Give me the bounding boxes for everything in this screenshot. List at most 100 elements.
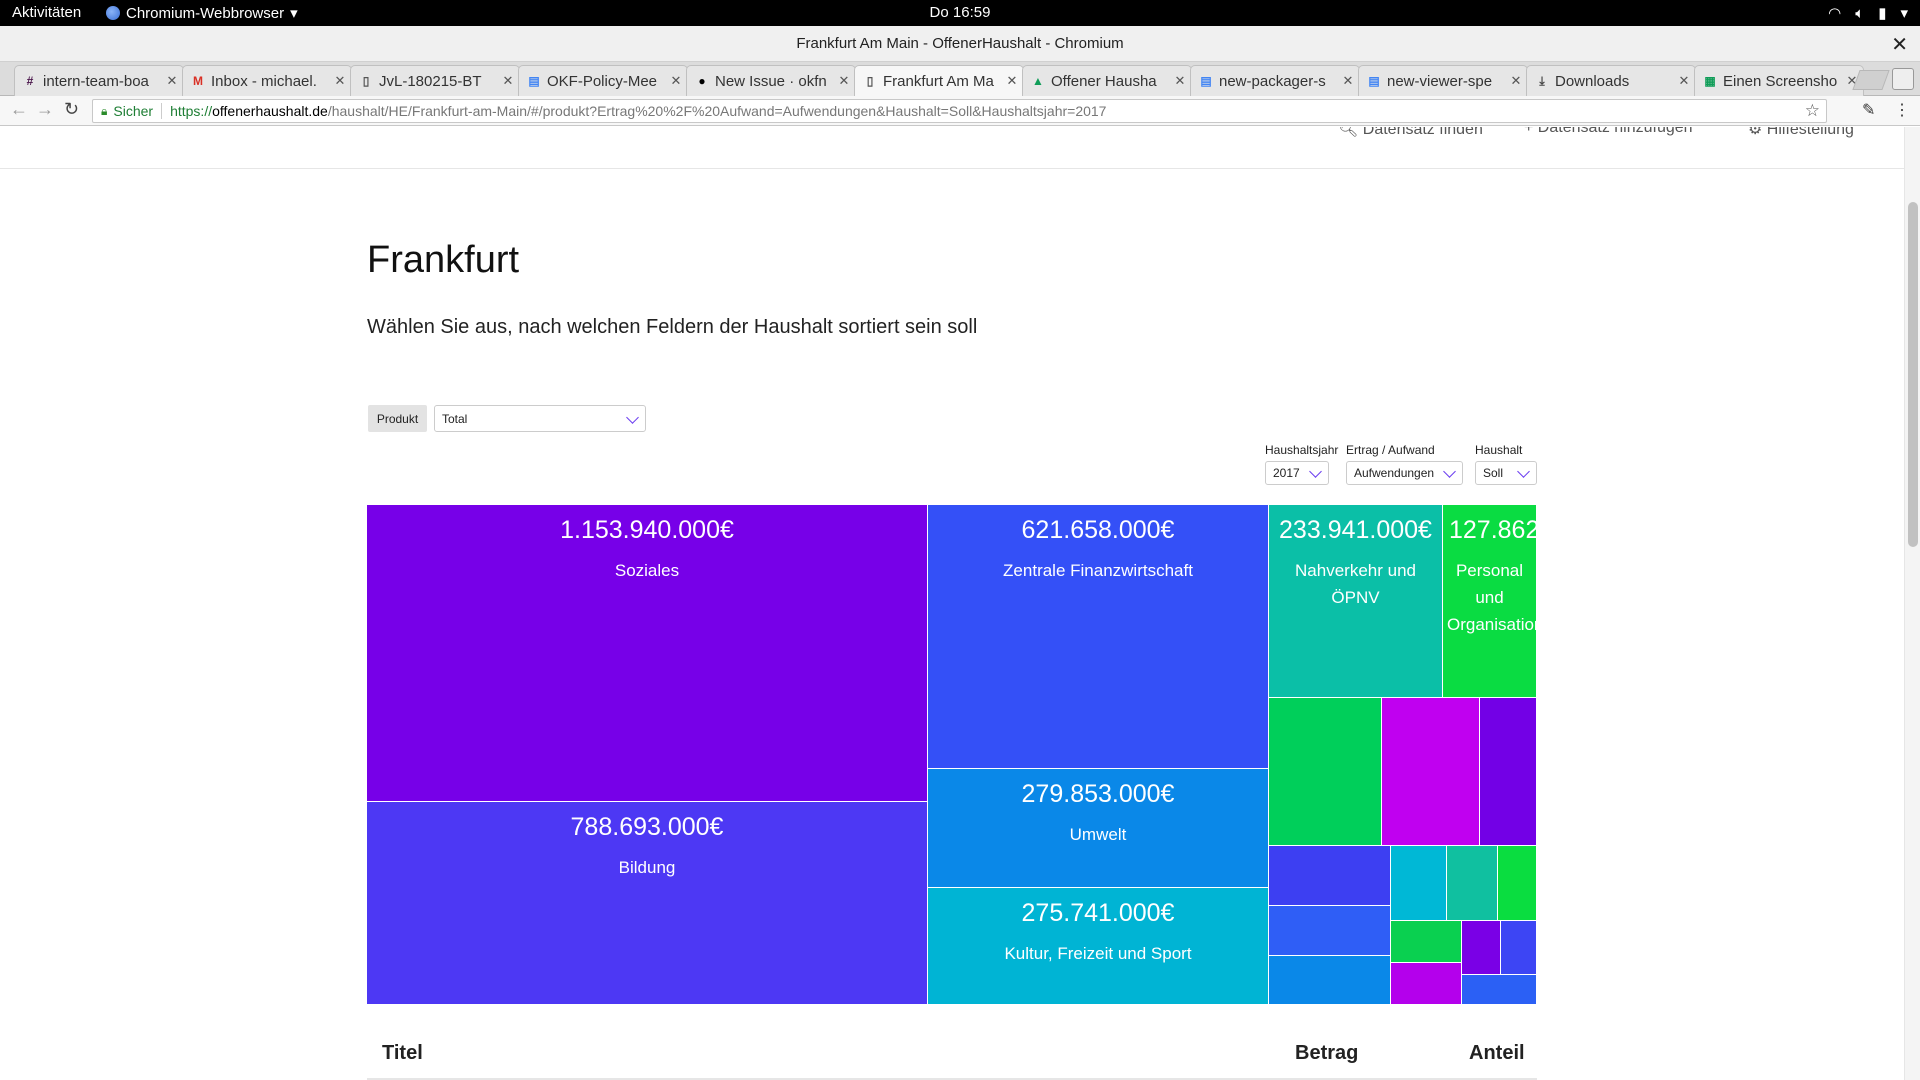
forward-icon[interactable]: → bbox=[36, 99, 54, 119]
browser-tab[interactable]: # intern-team-boa ✕ bbox=[14, 65, 184, 96]
treemap-cell[interactable]: 621.658.000€ Zentrale Finanzwirtschaft bbox=[928, 505, 1269, 769]
download-icon: ⤓ bbox=[1539, 74, 1545, 88]
treemap-cell[interactable]: 788.693.000€ Bildung bbox=[367, 802, 928, 1005]
tab-close-icon[interactable]: ✕ bbox=[1510, 73, 1522, 88]
treemap-cell-small[interactable] bbox=[1391, 963, 1462, 1005]
treemap-cell-small[interactable] bbox=[1382, 698, 1480, 846]
window-titlebar: Frankfurt Am Main - OffenerHaushalt - Ch… bbox=[0, 26, 1920, 62]
browser-tab[interactable]: ▤ new-viewer-spe ✕ bbox=[1358, 65, 1528, 96]
volume-muted-icon: 🔈︎ bbox=[1855, 4, 1865, 22]
treemap-cell-small[interactable] bbox=[1269, 956, 1391, 1005]
browser-tab[interactable]: ⤓ Downloads ✕ bbox=[1526, 65, 1696, 96]
tab-label: Frankfurt Am Ma bbox=[883, 72, 994, 90]
window-close-icon[interactable]: ✕ bbox=[1891, 34, 1908, 56]
treemap-cell-name: Nahverkehr und ÖPNV bbox=[1295, 561, 1416, 607]
treemap-cell-small[interactable] bbox=[1269, 906, 1391, 956]
treemap-cell-small[interactable] bbox=[1501, 921, 1537, 975]
type-select[interactable]: Aufwendungen bbox=[1346, 461, 1463, 485]
add-dataset-link[interactable]: + Datensatz hinzufügen bbox=[1524, 127, 1693, 137]
reload-icon[interactable]: ↻ bbox=[64, 99, 80, 119]
url-host: offenerhaushalt.de bbox=[212, 103, 328, 119]
tab-close-icon[interactable]: ✕ bbox=[502, 73, 514, 88]
tab-close-icon[interactable]: ✕ bbox=[334, 73, 346, 88]
page-viewport: 🔍︎ Datensatz finden + Datensatz hinzufüg… bbox=[0, 127, 1920, 1080]
browser-tab[interactable]: ● New Issue · okfn ✕ bbox=[686, 65, 856, 96]
treemap-cell-small[interactable] bbox=[1269, 846, 1391, 906]
profile-icon[interactable] bbox=[1892, 68, 1914, 90]
column-header-amount[interactable]: Betrag bbox=[1295, 1042, 1359, 1064]
tab-label: Downloads bbox=[1555, 72, 1630, 90]
bookmark-star-icon[interactable]: ☆ bbox=[1804, 101, 1820, 120]
scrollbar-thumb[interactable] bbox=[1908, 202, 1918, 547]
help-label: Hilfestellung bbox=[1766, 127, 1854, 138]
tab-close-icon[interactable]: ✕ bbox=[838, 73, 850, 88]
system-tray[interactable]: ◠ 🔈︎ ▮ ▾ bbox=[1828, 4, 1908, 23]
tab-close-icon[interactable]: ✕ bbox=[1846, 73, 1858, 88]
back-icon[interactable]: ← bbox=[10, 99, 28, 119]
github-icon: ● bbox=[698, 74, 706, 88]
browser-tab[interactable]: ▯ JvL-180215-BT ✕ bbox=[350, 65, 520, 96]
budget-select[interactable]: Soll bbox=[1475, 461, 1537, 485]
treemap-cell-amount: 275.741.000€ bbox=[1021, 899, 1175, 927]
clock[interactable]: Do 16:59 bbox=[929, 4, 991, 21]
produkt-select-value: Total bbox=[442, 411, 468, 426]
browser-tab[interactable]: ▤ new-packager-s ✕ bbox=[1190, 65, 1360, 96]
browser-tab[interactable]: ▲ Offener Hausha ✕ bbox=[1022, 65, 1192, 96]
tab-close-icon[interactable]: ✕ bbox=[1342, 73, 1354, 88]
treemap-cell[interactable]: 127.862 Personal und Organisation bbox=[1443, 505, 1537, 698]
extension-icon[interactable]: ✎ bbox=[1862, 102, 1876, 119]
treemap-cell-small[interactable] bbox=[1391, 846, 1447, 921]
page-scrollbar[interactable] bbox=[1904, 127, 1920, 1080]
find-dataset-label: Datensatz finden bbox=[1362, 127, 1483, 138]
new-tab-button[interactable] bbox=[1852, 70, 1890, 90]
tab-label: OKF-Policy-Mee bbox=[547, 72, 658, 90]
google-sheets-icon: ▦ bbox=[1704, 74, 1716, 88]
menu-icon[interactable]: ⋮ bbox=[1894, 102, 1910, 119]
treemap-cell-small[interactable] bbox=[1498, 846, 1537, 921]
browser-tab[interactable]: ▯ Frankfurt Am Ma ✕ bbox=[854, 65, 1024, 96]
window-title: Frankfurt Am Main - OffenerHaushalt - Ch… bbox=[796, 35, 1124, 52]
tab-close-icon[interactable]: ✕ bbox=[1678, 73, 1690, 88]
tab-label: new-packager-s bbox=[1219, 72, 1326, 90]
treemap-cell-amount: 621.658.000€ bbox=[1021, 516, 1175, 544]
treemap-cell-name: Soziales bbox=[614, 561, 680, 580]
filter-label-type: Ertrag / Aufwand bbox=[1346, 443, 1435, 457]
column-header-share[interactable]: Anteil bbox=[1469, 1042, 1525, 1064]
treemap-cell-name: Personal und Organisation bbox=[1447, 561, 1537, 634]
treemap-cell-small[interactable] bbox=[1480, 698, 1537, 846]
treemap-cell-small[interactable] bbox=[1462, 921, 1501, 975]
app-name: Chromium-Webbrowser bbox=[126, 4, 285, 22]
year-select[interactable]: 2017 bbox=[1265, 461, 1329, 485]
find-dataset-link[interactable]: 🔍︎ Datensatz finden bbox=[1338, 127, 1483, 139]
tab-close-icon[interactable]: ✕ bbox=[670, 73, 682, 88]
column-header-title[interactable]: Titel bbox=[382, 1042, 423, 1064]
treemap-cell-small[interactable] bbox=[1391, 921, 1462, 963]
treemap-cell-amount: 788.693.000€ bbox=[570, 813, 724, 841]
activities-button[interactable]: Aktivitäten bbox=[12, 4, 82, 21]
browser-tab[interactable]: ▦ Einen Screensho ✕ bbox=[1694, 65, 1864, 96]
produkt-select[interactable]: Total bbox=[434, 405, 646, 432]
page-subtitle: Wählen Sie aus, nach welchen Feldern der… bbox=[367, 316, 978, 338]
tab-close-icon[interactable]: ✕ bbox=[1006, 73, 1018, 88]
help-link[interactable]: ⚙︎ Hilfestellung bbox=[1748, 127, 1854, 139]
divider bbox=[161, 103, 163, 119]
treemap-cell-small[interactable] bbox=[1447, 846, 1498, 921]
treemap-cell[interactable]: 279.853.000€ Umwelt bbox=[928, 769, 1269, 888]
browser-tab[interactable]: M Inbox - michael. ✕ bbox=[182, 65, 352, 96]
tab-close-icon[interactable]: ✕ bbox=[166, 73, 178, 88]
address-bar[interactable]: 🔒︎ Sicher https://offenerhaushalt.de/hau… bbox=[92, 99, 1827, 123]
budget-treemap: 1.153.940.000€ Soziales 788.693.000€ Bildun… bbox=[367, 505, 1537, 1005]
tab-close-icon[interactable]: ✕ bbox=[1174, 73, 1186, 88]
treemap-cell[interactable]: 1.153.940.000€ Soziales bbox=[367, 505, 928, 802]
treemap-cell[interactable]: 275.741.000€ Kultur, Freizeit und Sport bbox=[928, 888, 1269, 1005]
chevron-down-icon bbox=[1517, 465, 1530, 478]
treemap-cell[interactable]: 233.941.000€ Nahverkehr und ÖPNV bbox=[1269, 505, 1443, 698]
treemap-cell-amount: 279.853.000€ bbox=[1021, 780, 1175, 808]
treemap-cell-small[interactable] bbox=[1269, 698, 1382, 846]
treemap-cell-small[interactable] bbox=[1462, 975, 1537, 1005]
google-docs-icon: ▤ bbox=[1368, 74, 1380, 88]
browser-tab[interactable]: ▤ OKF-Policy-Mee ✕ bbox=[518, 65, 688, 96]
app-menu[interactable]: Chromium-Webbrowser ▾ bbox=[106, 4, 298, 22]
battery-icon: ▮ bbox=[1878, 5, 1887, 22]
produkt-button[interactable]: Produkt bbox=[368, 405, 427, 432]
